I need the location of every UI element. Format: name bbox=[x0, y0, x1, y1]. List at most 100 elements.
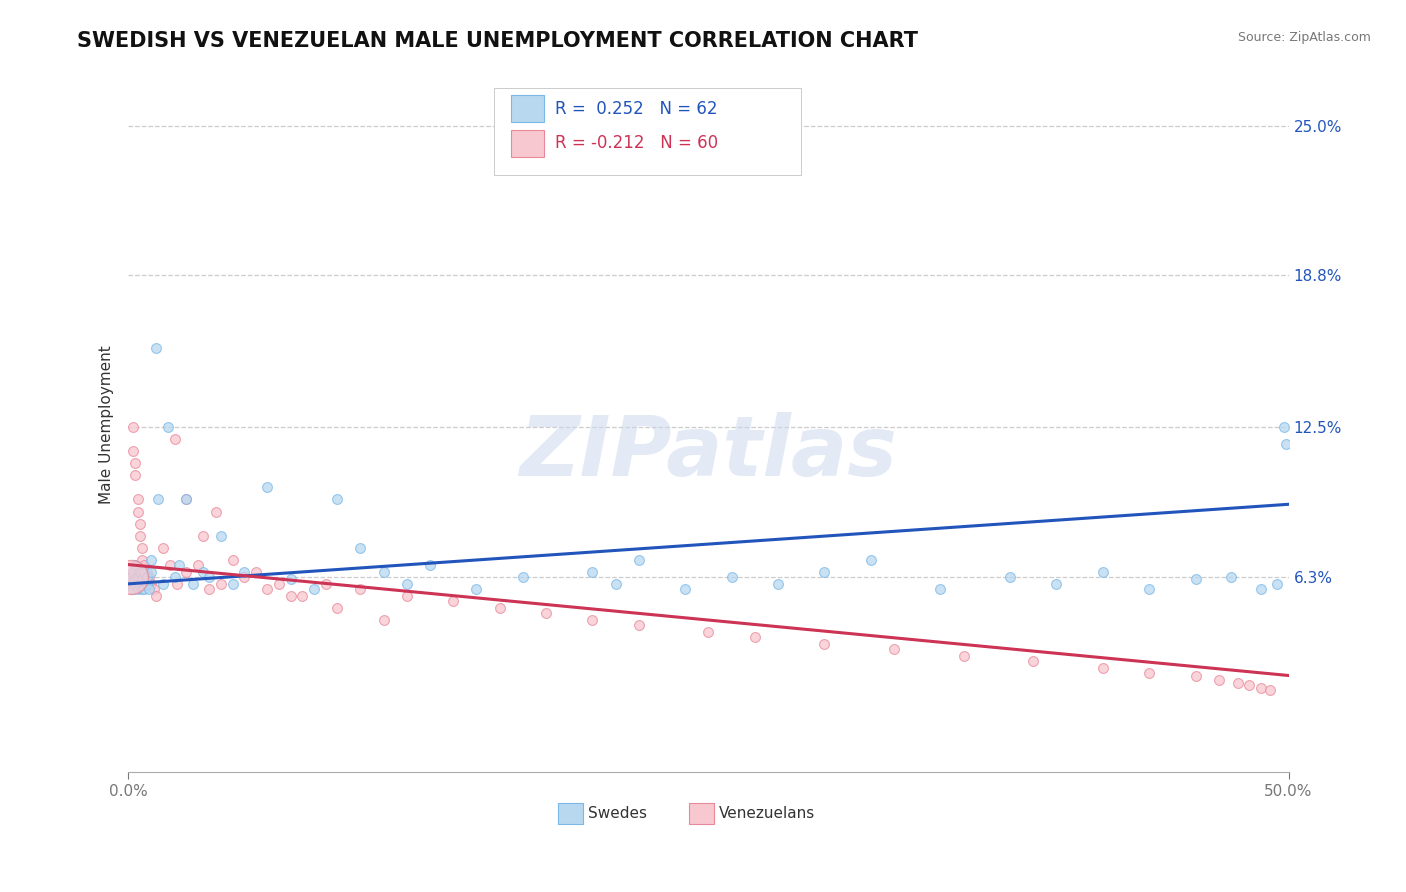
Point bbox=[148, 492, 170, 507]
Point bbox=[128, 516, 150, 531]
Point bbox=[152, 541, 174, 555]
Point bbox=[138, 582, 160, 596]
Point bbox=[697, 625, 720, 640]
Point bbox=[465, 582, 488, 596]
Point bbox=[174, 565, 197, 579]
Point bbox=[326, 492, 349, 507]
Point bbox=[1184, 668, 1206, 682]
Text: Venezuelans: Venezuelans bbox=[718, 806, 815, 822]
Point bbox=[198, 582, 221, 596]
Point bbox=[134, 582, 156, 596]
Point bbox=[131, 541, 153, 555]
Point bbox=[127, 569, 149, 583]
Point bbox=[135, 565, 157, 579]
Point bbox=[673, 582, 696, 596]
Point bbox=[120, 569, 142, 583]
Point bbox=[1265, 577, 1288, 591]
Bar bbox=[512, 95, 544, 122]
Point bbox=[512, 569, 534, 583]
Text: Source: ZipAtlas.com: Source: ZipAtlas.com bbox=[1237, 31, 1371, 45]
Point bbox=[883, 642, 905, 657]
Text: R = -0.212   N = 60: R = -0.212 N = 60 bbox=[555, 135, 718, 153]
Point bbox=[581, 613, 603, 627]
Point bbox=[998, 569, 1021, 583]
Point bbox=[929, 582, 952, 596]
Point bbox=[181, 577, 204, 591]
Point bbox=[221, 577, 243, 591]
Point bbox=[1091, 661, 1114, 675]
Point bbox=[280, 572, 302, 586]
Point bbox=[120, 569, 142, 583]
Point bbox=[256, 582, 278, 596]
Point bbox=[174, 492, 197, 507]
Point bbox=[156, 420, 179, 434]
Point bbox=[859, 553, 882, 567]
FancyBboxPatch shape bbox=[494, 87, 801, 175]
Point bbox=[191, 528, 214, 542]
Point bbox=[124, 558, 146, 572]
Point bbox=[813, 565, 835, 579]
Point bbox=[163, 432, 186, 446]
Bar bbox=[512, 130, 544, 157]
Point bbox=[141, 553, 163, 567]
Point bbox=[134, 558, 156, 572]
Point bbox=[135, 569, 157, 583]
Point bbox=[221, 553, 243, 567]
Point bbox=[1022, 654, 1045, 668]
Point bbox=[141, 577, 163, 591]
Point bbox=[373, 613, 395, 627]
Point bbox=[1091, 565, 1114, 579]
Point bbox=[141, 565, 163, 579]
Point bbox=[122, 582, 145, 596]
Point bbox=[744, 630, 766, 644]
Point bbox=[280, 589, 302, 603]
Point bbox=[1137, 666, 1160, 681]
Point bbox=[163, 569, 186, 583]
Point bbox=[720, 569, 742, 583]
Point bbox=[152, 577, 174, 591]
Point bbox=[233, 565, 256, 579]
Point bbox=[395, 589, 418, 603]
Point bbox=[488, 601, 510, 615]
Point bbox=[128, 577, 150, 591]
Point bbox=[124, 577, 146, 591]
Point bbox=[302, 582, 325, 596]
Point bbox=[138, 569, 160, 583]
Point bbox=[1258, 683, 1281, 698]
Point bbox=[127, 504, 149, 518]
Point bbox=[122, 444, 145, 458]
Point bbox=[124, 468, 146, 483]
Point bbox=[581, 565, 603, 579]
Point bbox=[373, 565, 395, 579]
Point bbox=[813, 637, 835, 651]
Point bbox=[122, 565, 145, 579]
Point bbox=[441, 593, 464, 607]
Point bbox=[120, 577, 142, 591]
Point bbox=[131, 553, 153, 567]
Point bbox=[1045, 577, 1067, 591]
Point bbox=[349, 541, 371, 555]
Point bbox=[198, 569, 221, 583]
Point bbox=[1184, 572, 1206, 586]
Y-axis label: Male Unemployment: Male Unemployment bbox=[100, 345, 114, 504]
Point bbox=[315, 577, 337, 591]
Point bbox=[159, 558, 181, 572]
Point bbox=[145, 589, 167, 603]
Point bbox=[166, 577, 188, 591]
Text: ZIPatlas: ZIPatlas bbox=[519, 412, 897, 493]
Point bbox=[169, 558, 191, 572]
Point bbox=[1250, 681, 1272, 695]
Point bbox=[128, 565, 150, 579]
Point bbox=[135, 577, 157, 591]
Point bbox=[766, 577, 789, 591]
Point bbox=[174, 492, 197, 507]
Point bbox=[120, 569, 142, 583]
Point bbox=[605, 577, 627, 591]
Point bbox=[131, 582, 153, 596]
Point bbox=[1272, 420, 1295, 434]
Text: Swedes: Swedes bbox=[588, 806, 647, 822]
Point bbox=[122, 420, 145, 434]
Text: SWEDISH VS VENEZUELAN MALE UNEMPLOYMENT CORRELATION CHART: SWEDISH VS VENEZUELAN MALE UNEMPLOYMENT … bbox=[77, 31, 918, 51]
Point bbox=[952, 649, 974, 664]
Point bbox=[191, 565, 214, 579]
